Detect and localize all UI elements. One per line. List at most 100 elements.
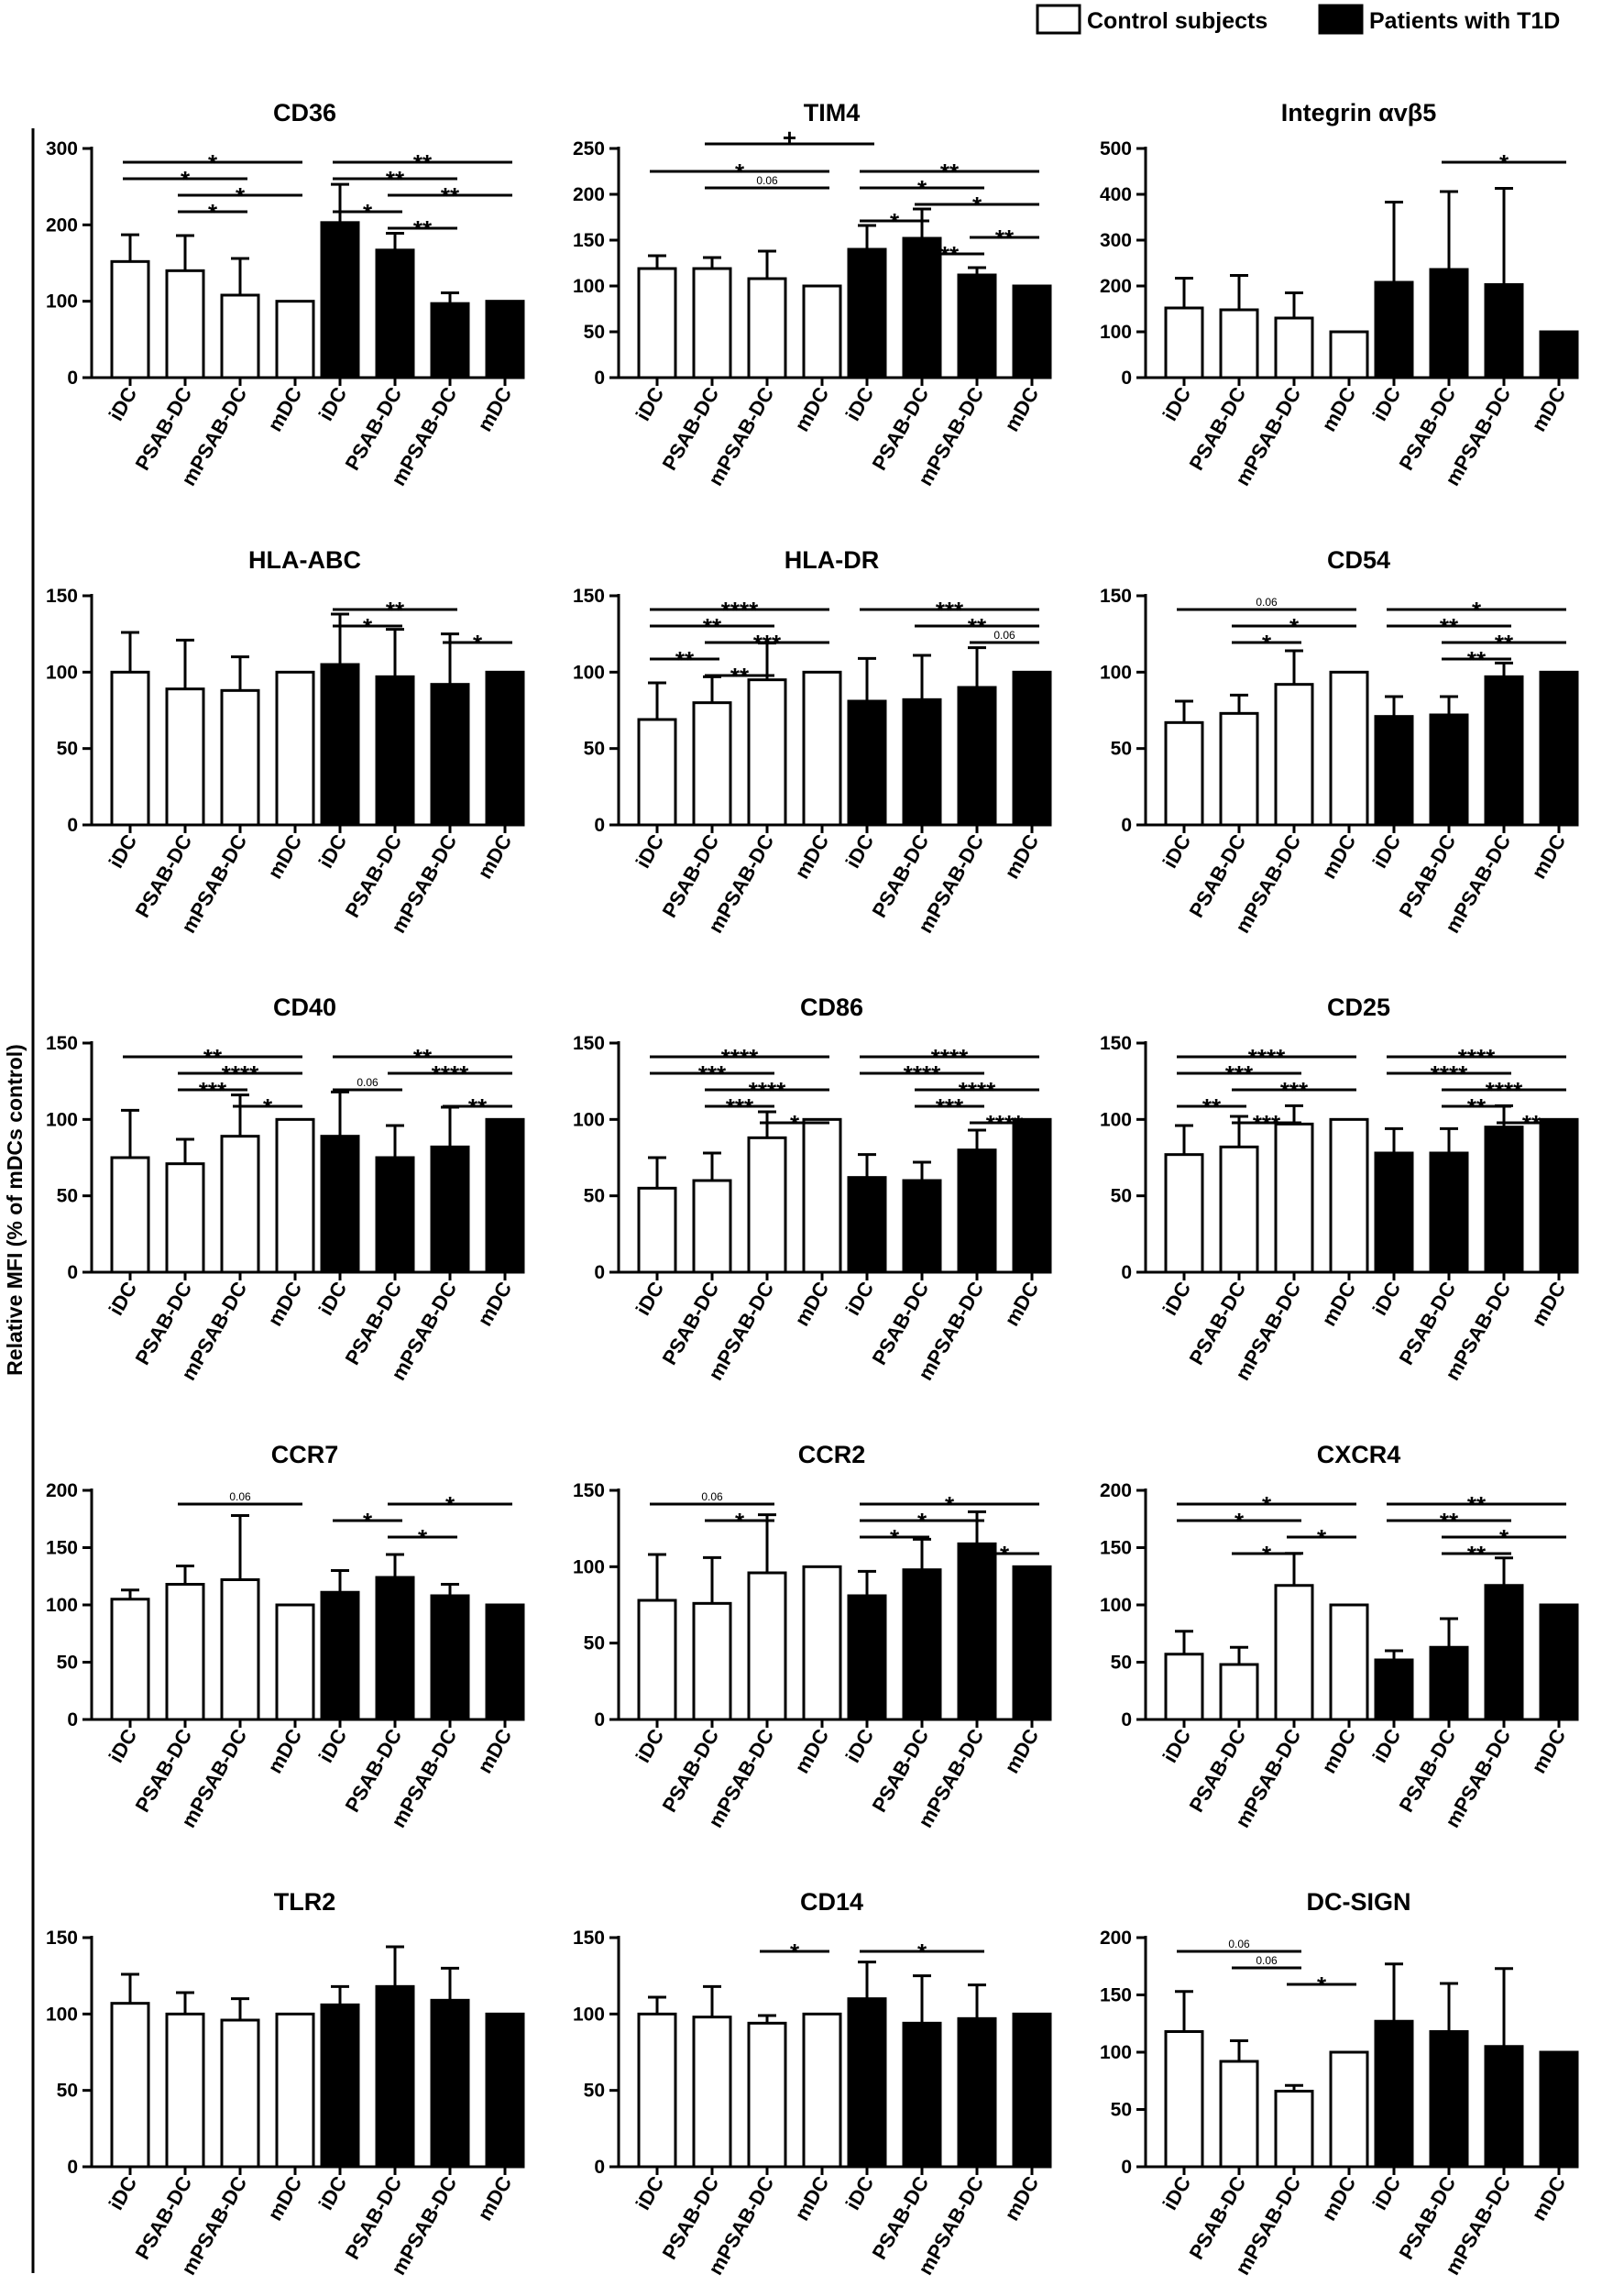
y-tick-label: 100 (573, 1109, 605, 1130)
x-tick-label: iDC (631, 830, 669, 872)
panel-title: HLA-DR (785, 546, 879, 574)
bar-patient-idc (847, 1176, 887, 1274)
bar-patient-mpsab-dc (1484, 283, 1524, 379)
significance-label: ** (1467, 1541, 1487, 1568)
bar-patient-mdc (485, 1117, 525, 1274)
legend: Control subjects Patients with T1D (1036, 4, 1560, 35)
y-tick-label: 50 (584, 1633, 605, 1654)
significance-label: * (363, 613, 373, 641)
significance-label: ** (1440, 1508, 1459, 1535)
x-tick-label: iDC (104, 2172, 142, 2214)
x-tick-label: iDC (1158, 2172, 1196, 2214)
bar-patient-idc (847, 1997, 887, 2169)
bar-control-psab-dc (692, 267, 732, 379)
bar-control-psab-dc (1219, 308, 1259, 379)
y-tick-label: 100 (46, 662, 78, 683)
x-tick-label: mDC (473, 1278, 516, 1330)
bar-control-mpsab-dc (220, 1578, 260, 1721)
bar-patient-mpsab-dc (1484, 675, 1524, 827)
y-tick-label: 50 (584, 1186, 605, 1207)
y-tick-label: 150 (46, 1538, 78, 1559)
significance-label: ** (940, 241, 960, 269)
x-tick-label: mDC (1527, 2172, 1570, 2225)
bar-patient-idc (1374, 280, 1414, 379)
significance-label: *** (936, 597, 964, 624)
panel-title: CD54 (1327, 546, 1390, 574)
significance-label: **** (959, 1077, 996, 1104)
y-tick-label: 100 (1100, 1109, 1132, 1130)
x-tick-label: iDC (104, 1278, 142, 1319)
x-tick-label: mDC (1317, 1278, 1360, 1330)
x-tick-label: mDC (1527, 830, 1570, 883)
significance-label: **** (904, 1060, 941, 1088)
significance-label: * (972, 192, 982, 219)
bar-control-psab-dc (692, 1179, 732, 1274)
legend-label-patient: Patients with T1D (1369, 8, 1560, 34)
bar-patient-idc (1374, 715, 1414, 827)
bar-control-psab-dc (1219, 1663, 1259, 1721)
bar-control-mdc (802, 670, 842, 827)
x-tick-label: iDC (841, 1725, 879, 1766)
y-tick-label: 50 (584, 739, 605, 760)
y-tick-label: 0 (67, 368, 78, 389)
x-tick-label: iDC (631, 2172, 669, 2214)
y-tick-label: 150 (46, 1928, 78, 1949)
bar-patient-mdc (485, 2012, 525, 2169)
significance-label: * (1262, 630, 1272, 657)
legend-swatch-control (1036, 4, 1081, 35)
x-tick-label: mDC (1000, 2172, 1043, 2225)
bar-patient-idc (1374, 2019, 1414, 2169)
bar-patient-psab-dc (375, 1984, 415, 2169)
significance-label: * (790, 1110, 800, 1137)
bar-control-idc (637, 718, 677, 827)
panel-title: Integrin αvβ5 (1281, 99, 1437, 126)
y-tick-label: 50 (57, 2081, 78, 2102)
bar-patient-mpsab-dc (430, 1594, 470, 1721)
significance-label: *** (698, 1060, 727, 1088)
panel-title: DC-SIGN (1307, 1888, 1411, 1916)
significance-label: * (917, 1939, 927, 1966)
y-tick-label: 250 (573, 138, 605, 159)
x-tick-label: mDC (1000, 1278, 1043, 1330)
significance-label: 0.06 (1228, 1938, 1250, 1950)
x-tick-label: mDC (1317, 830, 1360, 883)
bar-patient-mpsab-dc (430, 1145, 470, 1274)
significance-label: *** (1253, 1110, 1281, 1137)
bar-patient-mpsab-dc (957, 1542, 997, 1721)
bar-control-mdc (802, 2012, 842, 2169)
y-tick-label: 0 (1121, 368, 1132, 389)
bar-control-idc (1164, 2030, 1204, 2169)
significance-label: ** (675, 646, 695, 674)
y-tick-label: 150 (573, 1928, 605, 1949)
x-tick-label: iDC (841, 383, 879, 424)
y-tick-label: 0 (594, 2157, 605, 2178)
bar-control-idc (637, 1186, 677, 1274)
x-tick-label: iDC (314, 830, 352, 872)
bar-control-mdc (275, 1117, 315, 1274)
significance-label: **** (986, 1110, 1024, 1137)
bar-patient-idc (1374, 1151, 1414, 1274)
significance-label: ** (1495, 630, 1514, 657)
x-tick-label: iDC (1158, 383, 1196, 424)
x-tick-label: iDC (841, 1278, 879, 1319)
y-tick-label: 50 (57, 739, 78, 760)
bar-control-mdc (1329, 330, 1369, 379)
significance-label: * (790, 1939, 800, 1966)
significance-label: 0.06 (229, 1490, 251, 1503)
significance-label: ** (1522, 1110, 1542, 1137)
bar-patient-mpsab-dc (957, 273, 997, 379)
bar-control-idc (637, 2012, 677, 2169)
y-tick-label: 400 (1100, 184, 1132, 205)
significance-label: **** (1458, 1044, 1496, 1071)
significance-label: 0.06 (756, 174, 778, 187)
significance-label: **** (1486, 1077, 1523, 1104)
bar-patient-psab-dc (1429, 713, 1469, 827)
significance-label: ** (386, 597, 405, 624)
bar-control-mpsab-dc (220, 688, 260, 827)
y-tick-label: 150 (573, 1033, 605, 1054)
